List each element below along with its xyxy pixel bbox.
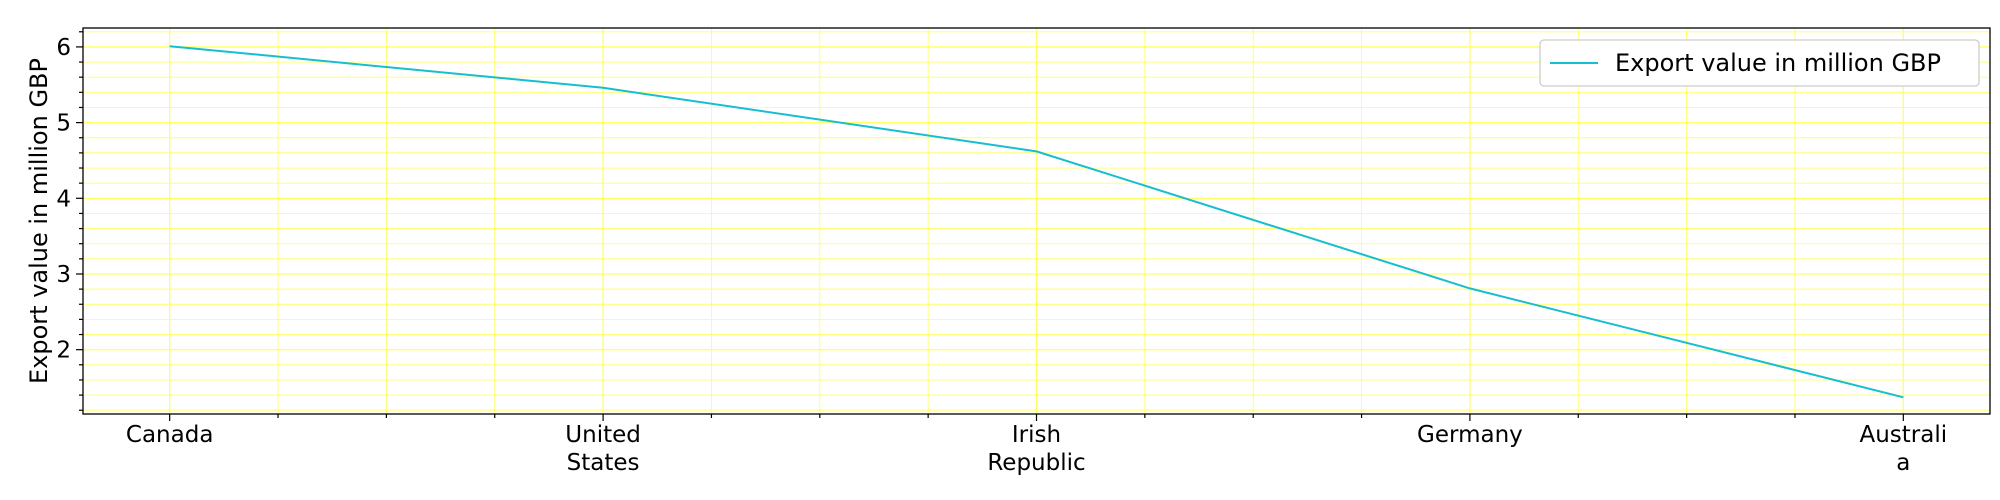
y-axis: 2 3 4 5 6 [56,31,83,411]
y-tick-label: 4 [56,186,71,212]
x-tick-label: United States [565,422,641,476]
x-tick-label: Australi a [1859,422,1947,476]
legend: Export value in million GBP [1539,39,1980,87]
x-tick-label: Canada [126,422,214,448]
y-tick-label: 3 [56,262,71,288]
series-layer [169,45,1904,399]
plot-frame [82,27,1991,415]
y-tick-label: 2 [56,338,71,364]
legend-label: Export value in million GBP [1615,49,1941,77]
legend-box [1539,39,1980,87]
y-tick-label: 6 [56,35,71,61]
grid [83,28,1990,414]
y-axis-title: Export value in million GBP [25,58,53,384]
y-tick-label: 5 [56,111,71,137]
x-tick-label: Irish Republic [987,422,1085,476]
x-axis: Canada United States Irish Republic Germany Au… [126,414,1947,476]
x-tick-label: Germany [1417,422,1523,448]
